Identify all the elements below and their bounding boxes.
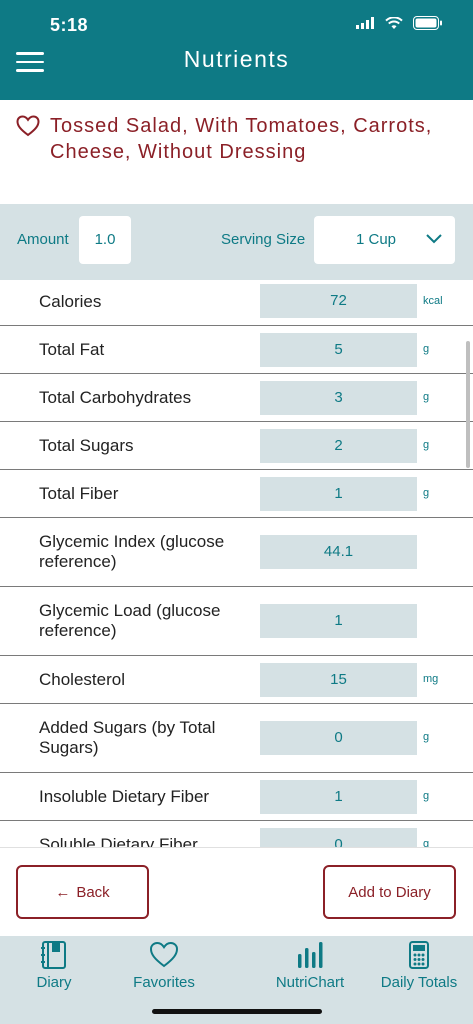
- nutrient-name: Total Fat: [39, 340, 105, 359]
- nutrient-row: Total Carbohydrates 3 g: [0, 374, 473, 422]
- list-scrollbar[interactable]: [466, 341, 470, 468]
- nutrient-list[interactable]: Calories 72 kcal Total Fat 5 g Total Car…: [0, 280, 473, 847]
- nutrient-unit: g: [423, 838, 430, 847]
- nutrient-unit: g: [423, 487, 430, 499]
- back-button-label: Back: [76, 883, 110, 901]
- serving-size-value: 1 Cup: [356, 231, 397, 248]
- nutrient-unit: g: [423, 391, 430, 403]
- nutrient-value: 0: [260, 828, 417, 847]
- chevron-down-icon: [426, 234, 442, 244]
- nutrient-row: Glycemic Load (glucose reference) 1: [0, 587, 473, 656]
- app-header: 5:18 Nutrients: [0, 0, 473, 100]
- nutrient-unit: kcal: [423, 295, 443, 307]
- nutrient-name: Glycemic Load (glucose reference): [39, 601, 221, 640]
- nutrient-row: Calories 72 kcal: [0, 280, 473, 326]
- bar-chart-icon: [298, 942, 323, 968]
- nutrient-value: 2: [260, 429, 417, 463]
- tab-label: NutriChart: [275, 974, 345, 991]
- nutrient-name: Cholesterol: [39, 670, 125, 689]
- status-time: 5:18: [50, 15, 89, 35]
- nutrient-value: 0: [260, 721, 417, 755]
- nutrient-name: Glycemic Index (glucose reference): [39, 532, 225, 571]
- food-header: [0, 100, 473, 204]
- nutrient-row: Soluble Dietary Fiber 0 g: [0, 821, 473, 847]
- nutrient-name: Insoluble Dietary Fiber: [39, 787, 210, 806]
- nutrient-value: 1: [260, 604, 417, 638]
- wifi-icon: [385, 16, 403, 29]
- tab-diary[interactable]: Diary: [20, 940, 88, 991]
- amount-label: Amount: [17, 231, 69, 248]
- nutrient-name: Calories: [39, 292, 102, 311]
- food-name: Tossed Salad, With Tomatoes, Carrots, Ch…: [50, 115, 433, 163]
- nutrient-row: Cholesterol 15 mg: [0, 656, 473, 704]
- nutrient-unit: g: [423, 439, 430, 451]
- add-to-diary-button[interactable]: Add to Diary: [323, 865, 456, 919]
- hamburger-menu-button[interactable]: [16, 52, 46, 76]
- nutrient-row: Insoluble Dietary Fiber 1 g: [0, 773, 473, 821]
- nutrient-value: 1: [260, 477, 417, 511]
- menu-line: [16, 52, 44, 55]
- tab-favorites[interactable]: Favorites: [124, 940, 204, 991]
- nutrient-value: 15: [260, 663, 417, 697]
- nutrient-name: Total Carbohydrates: [39, 388, 192, 407]
- battery-icon: [413, 16, 442, 30]
- diary-icon: [41, 941, 66, 969]
- heart-outline-icon[interactable]: [16, 115, 40, 137]
- nutrient-row: Added Sugars (by Total Sugars) 0 g: [0, 704, 473, 773]
- nutrient-name: Total Sugars: [39, 436, 134, 455]
- page-title: Nutrients: [183, 46, 290, 72]
- amount-input[interactable]: 1.0: [79, 216, 131, 264]
- nutrient-unit: mg: [423, 673, 439, 685]
- menu-line: [16, 69, 44, 72]
- nutrient-value: 5: [260, 333, 417, 367]
- nutrient-value: 3: [260, 381, 417, 415]
- nutrient-row: Total Sugars 2 g: [0, 422, 473, 470]
- add-to-diary-label: Add to Diary: [348, 883, 431, 901]
- tab-nutrichart[interactable]: NutriChart: [268, 940, 352, 991]
- nutrient-value: 72: [260, 284, 417, 318]
- nutrient-unit: g: [423, 343, 430, 355]
- arrow-left-icon: ←: [55, 883, 71, 901]
- nutrient-name: Soluble Dietary Fiber: [39, 835, 198, 847]
- nutrient-name: Added Sugars (by Total Sugars): [39, 718, 216, 757]
- nutrient-unit: g: [423, 790, 430, 802]
- tab-label: Favorites: [133, 974, 195, 991]
- tab-label: Daily Totals: [380, 974, 458, 991]
- nutrient-name: Total Fiber: [39, 484, 119, 503]
- serving-size-select[interactable]: 1 Cup: [314, 216, 455, 264]
- nutrient-value: 44.1: [260, 535, 417, 569]
- nutrient-row: Total Fiber 1 g: [0, 470, 473, 518]
- status-icons: [356, 16, 443, 30]
- heart-icon: [149, 941, 179, 968]
- calculator-icon: [409, 941, 429, 969]
- menu-line: [16, 60, 44, 63]
- nutrient-row: Total Fat 5 g: [0, 326, 473, 374]
- cellular-signal-icon: [356, 17, 374, 29]
- home-indicator[interactable]: [152, 1009, 322, 1014]
- nutrient-value: 1: [260, 780, 417, 814]
- tab-daily-totals[interactable]: Daily Totals: [375, 940, 463, 991]
- nutrient-row: Glycemic Index (glucose reference) 44.1: [0, 518, 473, 587]
- tab-label: Diary: [36, 974, 72, 991]
- back-button[interactable]: ← Back: [16, 865, 149, 919]
- nutrient-unit: g: [423, 731, 430, 743]
- serving-size-label: Serving Size: [221, 231, 306, 248]
